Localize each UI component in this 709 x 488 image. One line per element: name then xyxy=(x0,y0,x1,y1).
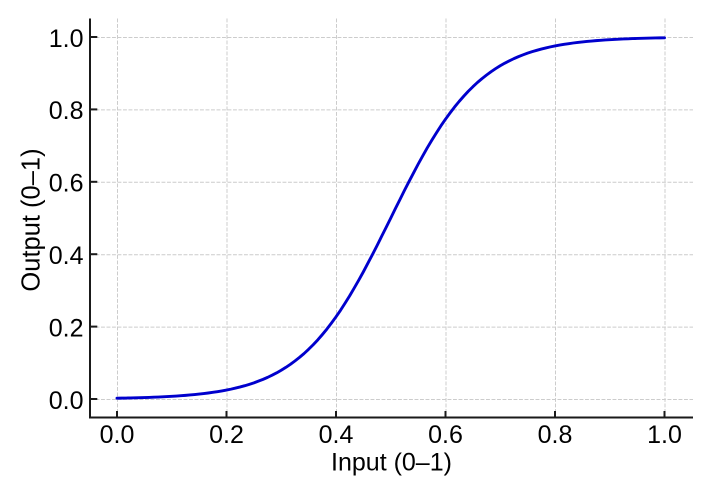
svg-text:Input (0–1): Input (0–1) xyxy=(331,449,452,477)
svg-text:0.8: 0.8 xyxy=(49,97,84,125)
svg-text:0.0: 0.0 xyxy=(49,387,84,415)
svg-text:0.8: 0.8 xyxy=(538,421,573,449)
svg-text:0.4: 0.4 xyxy=(49,242,84,270)
svg-text:0.6: 0.6 xyxy=(49,170,84,198)
svg-text:1.0: 1.0 xyxy=(647,421,682,449)
svg-text:1.0: 1.0 xyxy=(49,25,84,53)
svg-text:0.0: 0.0 xyxy=(100,421,135,449)
svg-text:0.4: 0.4 xyxy=(319,421,354,449)
svg-text:0.2: 0.2 xyxy=(49,314,84,342)
svg-text:0.2: 0.2 xyxy=(209,421,244,449)
svg-text:0.6: 0.6 xyxy=(428,421,463,449)
svg-text:Output (0–1): Output (0–1) xyxy=(18,148,46,291)
